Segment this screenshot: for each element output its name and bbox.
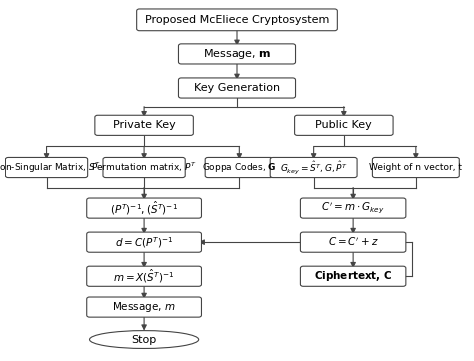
FancyBboxPatch shape bbox=[295, 115, 393, 135]
Text: Goppa Codes, $\mathbf{G}$: Goppa Codes, $\mathbf{G}$ bbox=[202, 161, 276, 174]
Text: Permutation matrix, $P^T$: Permutation matrix, $P^T$ bbox=[91, 161, 197, 174]
Text: Message, $\mathbf{m}$: Message, $\mathbf{m}$ bbox=[203, 47, 271, 61]
FancyBboxPatch shape bbox=[179, 78, 295, 98]
Ellipse shape bbox=[90, 331, 199, 348]
FancyBboxPatch shape bbox=[270, 157, 357, 178]
FancyBboxPatch shape bbox=[205, 157, 273, 178]
FancyBboxPatch shape bbox=[87, 297, 201, 317]
Text: $C^{\prime} = m \cdot G_{key}$: $C^{\prime} = m \cdot G_{key}$ bbox=[321, 201, 385, 216]
FancyBboxPatch shape bbox=[137, 9, 337, 31]
Text: Stop: Stop bbox=[131, 335, 157, 344]
FancyBboxPatch shape bbox=[103, 157, 185, 178]
FancyBboxPatch shape bbox=[301, 198, 406, 218]
Text: Private Key: Private Key bbox=[113, 120, 175, 130]
FancyBboxPatch shape bbox=[179, 44, 295, 64]
Text: Weight of n vector, t: Weight of n vector, t bbox=[369, 163, 462, 172]
Text: $C = C^{\prime} + z$: $C = C^{\prime} + z$ bbox=[328, 236, 378, 248]
Text: Non-Singular Matrix, $S^T$: Non-Singular Matrix, $S^T$ bbox=[0, 160, 100, 175]
FancyBboxPatch shape bbox=[5, 157, 88, 178]
Text: $G_{key} = \hat{S}^T, G, \hat{P}^T$: $G_{key} = \hat{S}^T, G, \hat{P}^T$ bbox=[280, 159, 347, 176]
Text: Proposed McEliece Cryptosystem: Proposed McEliece Cryptosystem bbox=[145, 15, 329, 25]
FancyBboxPatch shape bbox=[87, 266, 201, 286]
Text: $m = X(\hat{S}^T)^{-1}$: $m = X(\hat{S}^T)^{-1}$ bbox=[113, 268, 175, 285]
Text: $(P^T)^{-1},(\hat{S}^T)^{-1}$: $(P^T)^{-1},(\hat{S}^T)^{-1}$ bbox=[110, 199, 178, 217]
Text: $d = C(P^T)^{-1}$: $d = C(P^T)^{-1}$ bbox=[115, 235, 173, 249]
FancyBboxPatch shape bbox=[95, 115, 193, 135]
FancyBboxPatch shape bbox=[301, 232, 406, 252]
Text: Message, $m$: Message, $m$ bbox=[112, 300, 176, 314]
FancyBboxPatch shape bbox=[87, 198, 201, 218]
Text: Key Generation: Key Generation bbox=[194, 83, 280, 93]
FancyBboxPatch shape bbox=[373, 157, 459, 178]
Text: Ciphertext, $\mathbf{C}$: Ciphertext, $\mathbf{C}$ bbox=[314, 269, 392, 283]
FancyBboxPatch shape bbox=[301, 266, 406, 286]
Text: Public Key: Public Key bbox=[316, 120, 372, 130]
FancyBboxPatch shape bbox=[87, 232, 201, 252]
